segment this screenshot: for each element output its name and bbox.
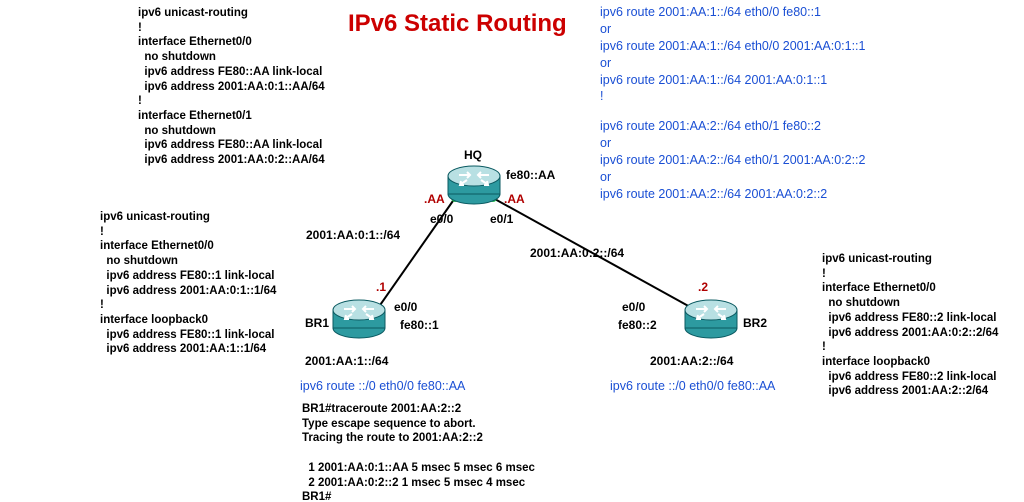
- label-br1name: BR1: [305, 316, 329, 330]
- label-e00_br1: e0/0: [394, 300, 417, 314]
- traceroute-output: BR1#traceroute 2001:AA:2::2 Type escape …: [302, 402, 535, 502]
- label-link_r: 2001:AA:0:2::/64: [530, 246, 624, 260]
- label-e00_hq: e0/0: [430, 212, 453, 226]
- label-e01_hq: e0/1: [490, 212, 513, 226]
- label-aa_r: .AA: [504, 192, 525, 206]
- label-net2: 2001:AA:2::/64: [650, 354, 733, 368]
- config-br2: ipv6 unicast-routing ! interface Etherne…: [822, 252, 998, 399]
- router-hq: [445, 162, 503, 211]
- config-br1: ipv6 unicast-routing ! interface Etherne…: [100, 210, 276, 357]
- label-fe80AA_r: fe80::AA: [506, 168, 555, 182]
- route-br1: ipv6 route ::/0 eth0/0 fe80::AA: [300, 378, 465, 395]
- label-br2name: BR2: [743, 316, 767, 330]
- label-net1: 2001:AA:1::/64: [305, 354, 388, 368]
- label-dot1: .1: [376, 280, 386, 294]
- label-fe80_1: fe80::1: [400, 318, 439, 332]
- config-hq: ipv6 unicast-routing ! interface Etherne…: [138, 6, 325, 168]
- label-link_l: 2001:AA:0:1::/64: [306, 228, 400, 242]
- route-br2: ipv6 route ::/0 eth0/0 fe80::AA: [610, 378, 775, 395]
- routes-hq-block1: ipv6 route 2001:AA:1::/64 eth0/0 fe80::1…: [600, 4, 865, 105]
- routes-hq-block2: ipv6 route 2001:AA:2::/64 eth0/1 fe80::2…: [600, 118, 865, 202]
- router-br1: [330, 296, 388, 345]
- label-aa_l: .AA: [424, 192, 445, 206]
- label-fe80_2: fe80::2: [618, 318, 657, 332]
- label-HQ: HQ: [464, 148, 482, 162]
- router-br2: [682, 296, 740, 345]
- diagram-canvas: { "title": {"text": "IPv6 Static Routing…: [0, 0, 1024, 502]
- label-e00_br2: e0/0: [622, 300, 645, 314]
- label-dot2: .2: [698, 280, 708, 294]
- diagram-title: IPv6 Static Routing: [348, 10, 567, 38]
